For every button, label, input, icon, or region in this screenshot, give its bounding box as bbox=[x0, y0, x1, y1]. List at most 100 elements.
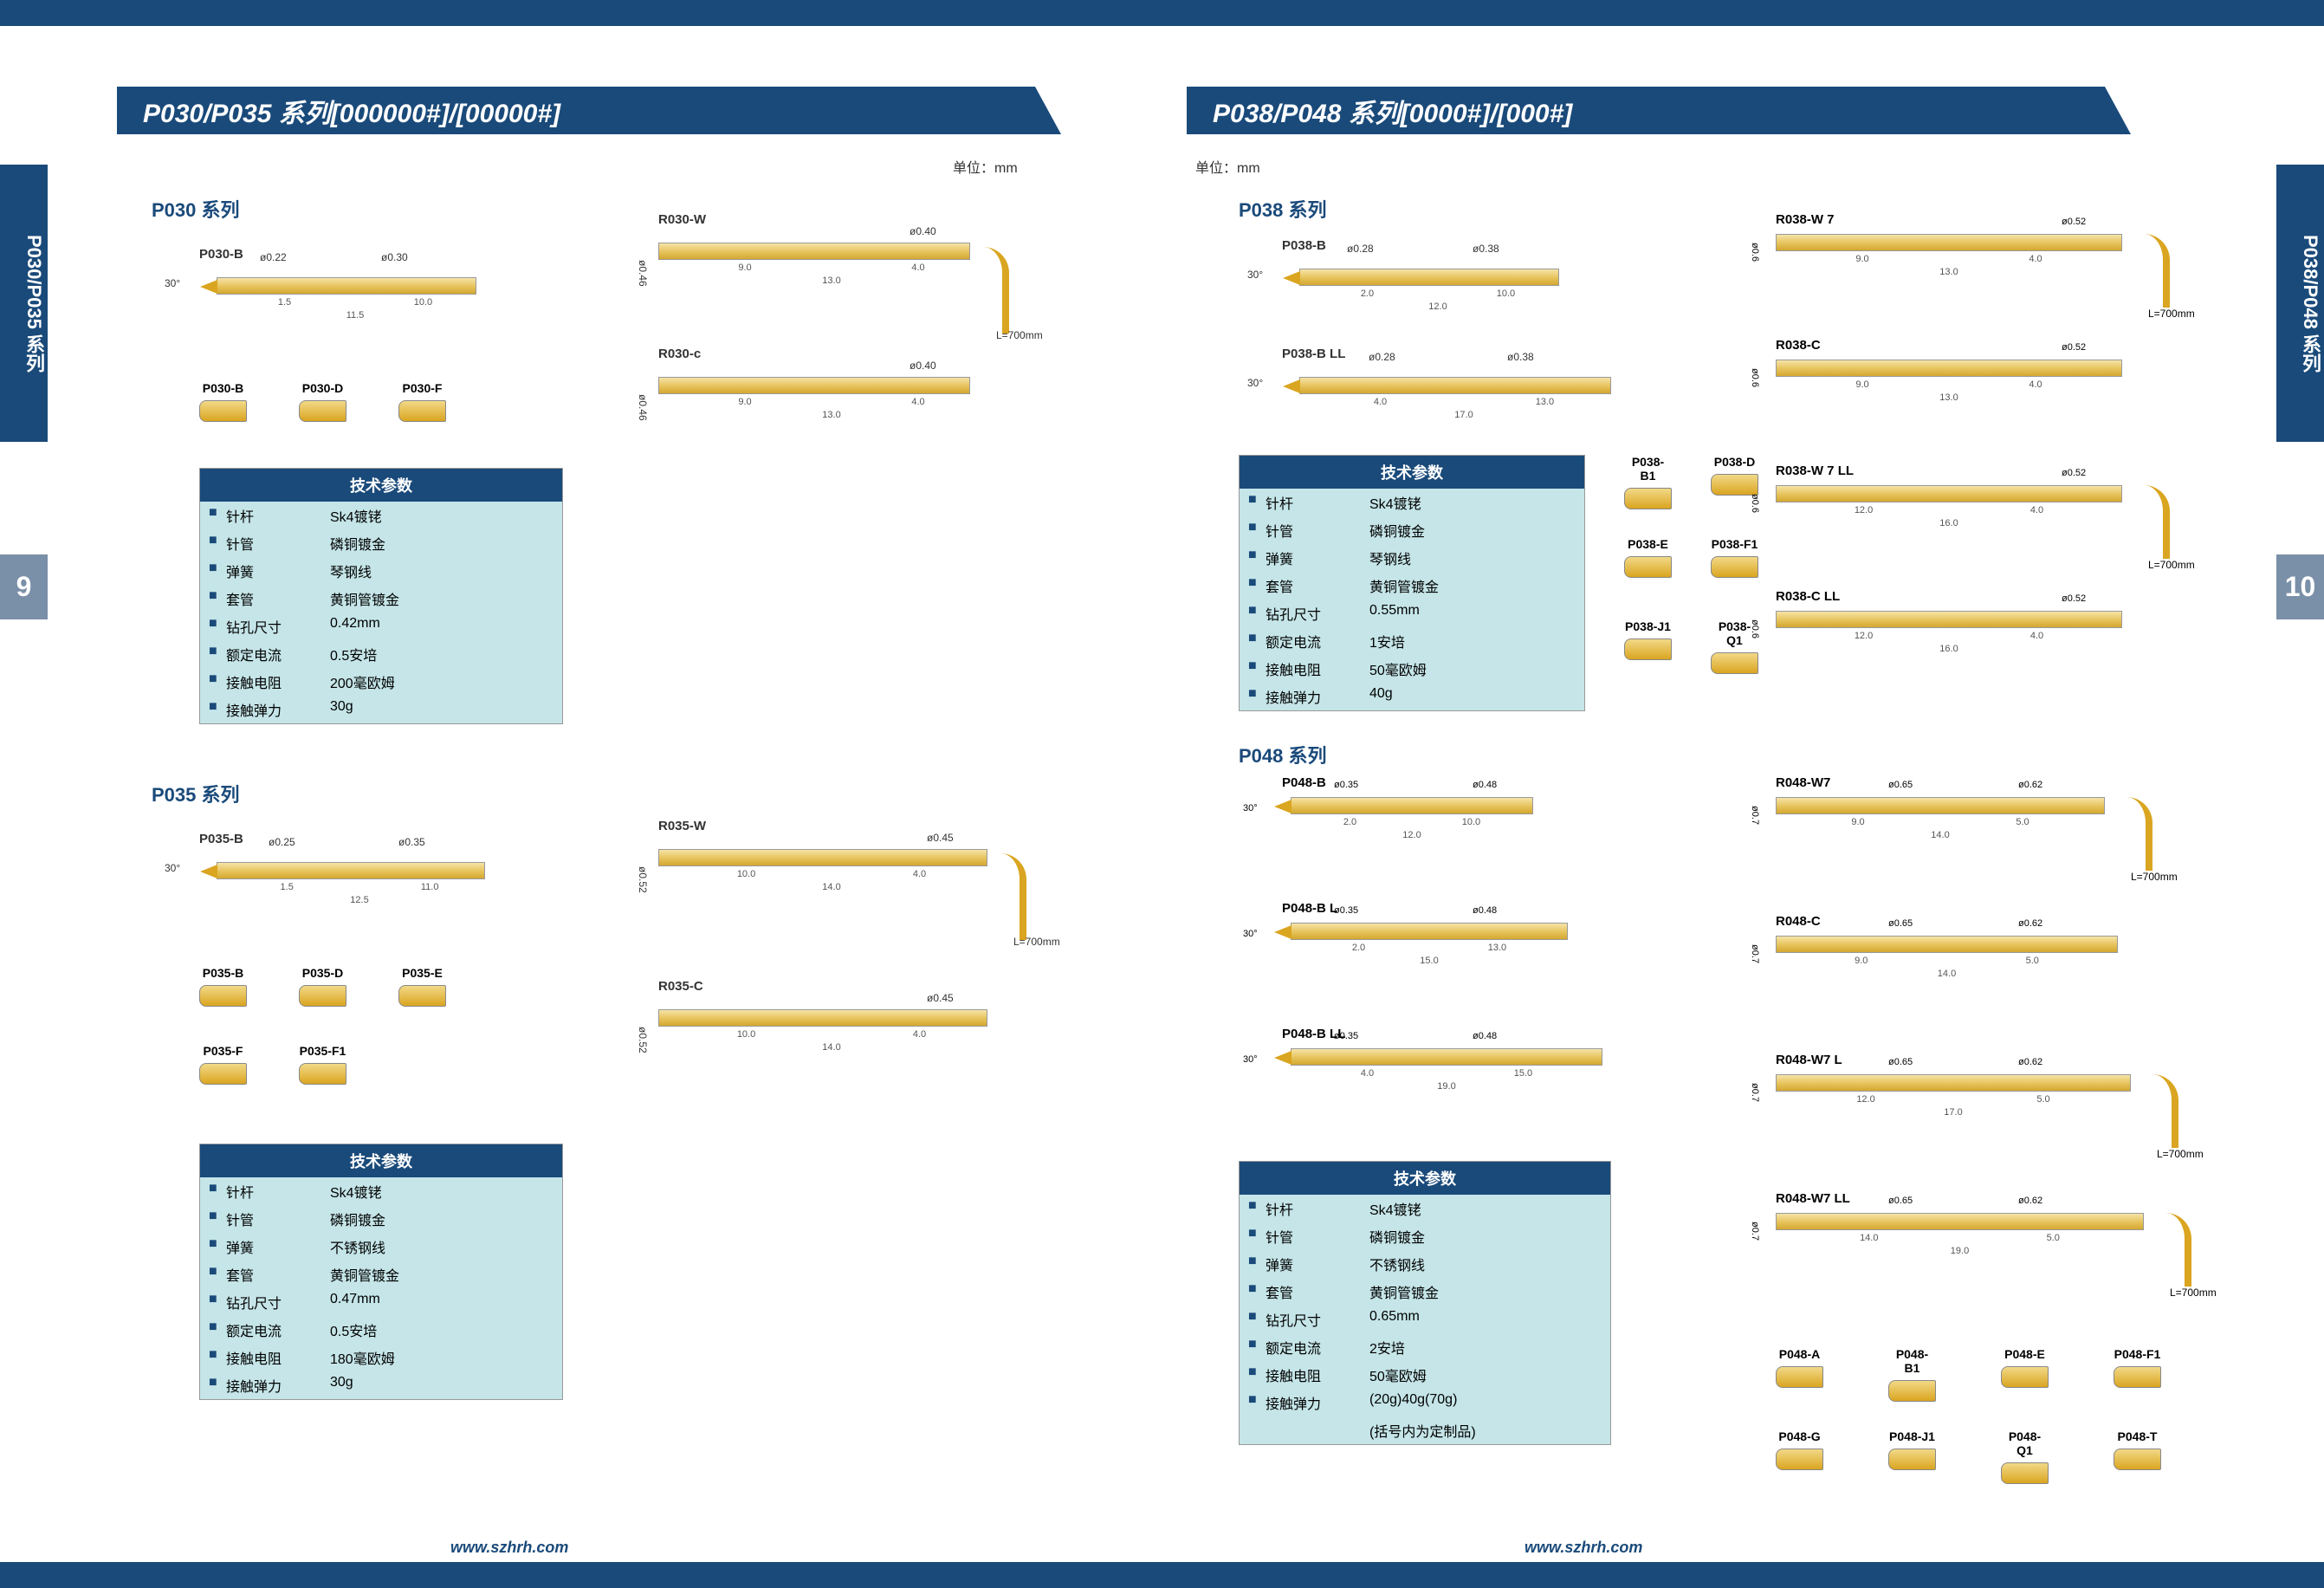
spec-label: 接触弹力 bbox=[226, 699, 330, 720]
p035-title: P035 系列 bbox=[152, 780, 240, 807]
spec-label: 额定电流 bbox=[226, 644, 330, 664]
spec-row: ■套管黄铜管镀金 bbox=[1240, 572, 1584, 600]
dim-d: ø0.52 bbox=[2062, 593, 2086, 604]
tip-icon bbox=[199, 400, 247, 422]
spec-label: 针杆 bbox=[1266, 1198, 1369, 1219]
r035c-d: ø0.45 bbox=[927, 992, 954, 1004]
dim-dv: ø0.6 bbox=[1750, 494, 1760, 513]
dim-l2: 5.0 bbox=[2036, 1094, 2049, 1105]
tip-variant: P030-D bbox=[299, 381, 346, 422]
dim-l2: 4.0 bbox=[2029, 379, 2042, 390]
tip-icon bbox=[1888, 1380, 1936, 1402]
bullet-icon: ■ bbox=[209, 616, 226, 637]
dim-l3: 19.0 bbox=[1951, 1246, 1969, 1256]
dim-d: ø0.52 bbox=[2062, 468, 2086, 478]
spec-label: 接触电阻 bbox=[226, 671, 330, 692]
spec-label: 套管 bbox=[226, 588, 330, 609]
tip-label: P048-E bbox=[2001, 1347, 2049, 1361]
spec-header: 技术参数 bbox=[1240, 456, 1584, 489]
receptacle-label: R038-C LL bbox=[1776, 589, 2191, 604]
spec-value: 磷铜镀金 bbox=[1369, 1226, 1602, 1247]
wire-length: L=700mm bbox=[2148, 559, 2195, 571]
tip-icon bbox=[199, 985, 247, 1007]
bullet-icon: ■ bbox=[209, 505, 226, 526]
p038b-label: P038-B bbox=[1282, 238, 1326, 253]
page-number-left: 9 bbox=[0, 554, 48, 619]
bullet-icon: ■ bbox=[1248, 1226, 1266, 1247]
tip-icon bbox=[299, 1063, 346, 1085]
dim-l1: 2.0 bbox=[1343, 817, 1356, 827]
p038-spec-table: 技术参数 ■针杆Sk4镀铑■针管磷铜镀金■弹簧琴钢线■套管黄铜管镀金■钻孔尺寸0… bbox=[1239, 455, 1585, 711]
tip-icon bbox=[1624, 488, 1672, 509]
tip-icon bbox=[398, 400, 446, 422]
dim-dv: ø0.6 bbox=[1750, 243, 1760, 262]
spec-row: ■针管磷铜镀金 bbox=[1240, 516, 1584, 544]
dim-dv: ø0.7 bbox=[1750, 944, 1760, 963]
tip-icon bbox=[1711, 652, 1758, 674]
tip-icon bbox=[2001, 1462, 2049, 1484]
r030w-wirelen: L=700mm bbox=[996, 329, 1043, 341]
tip-icon bbox=[2114, 1449, 2161, 1470]
tip-variant: P048-E bbox=[2001, 1347, 2049, 1388]
spec-row: ■针杆Sk4镀铑 bbox=[1240, 1195, 1610, 1222]
tip-label: P038-B1 bbox=[1624, 455, 1672, 483]
spec-row: ■接触弹力40g bbox=[1240, 683, 1584, 710]
tip-variant: P038-D bbox=[1711, 455, 1758, 496]
bullet-icon: ■ bbox=[1248, 1392, 1266, 1413]
wire-icon bbox=[2122, 797, 2152, 871]
tip-label: P048-B1 bbox=[1888, 1347, 1936, 1375]
page-number-right: 10 bbox=[2276, 554, 2324, 619]
p038b-d2: ø0.38 bbox=[1473, 243, 1499, 255]
spec-label: 接触弹力 bbox=[226, 1375, 330, 1396]
tip-label: P035-E bbox=[398, 966, 446, 980]
bullet-icon: ■ bbox=[1248, 658, 1266, 679]
r030c-d: ø0.40 bbox=[910, 360, 936, 372]
bullet-icon: ■ bbox=[1248, 1364, 1266, 1385]
tip-variant: P048-B1 bbox=[1888, 1347, 1936, 1402]
tip-label: P038-D bbox=[1711, 455, 1758, 469]
tip-label: P030-B bbox=[199, 381, 247, 395]
bullet-icon: ■ bbox=[1248, 631, 1266, 651]
tip-icon bbox=[1776, 1366, 1823, 1388]
spec-row: ■钻孔尺寸0.55mm bbox=[1240, 600, 1584, 627]
tip-variant: P038-E bbox=[1624, 537, 1672, 578]
p035-main-label: P035-B bbox=[199, 832, 243, 846]
tip-variant: P038-J1 bbox=[1624, 619, 1672, 660]
tip-icon bbox=[2001, 1366, 2049, 1388]
spec-row: ■接触弹力30g bbox=[200, 1371, 562, 1399]
spec-value: 30g bbox=[330, 699, 553, 720]
spec-value: 黄铜管镀金 bbox=[330, 1264, 553, 1285]
r030w-drawing: 9.04.0 13.0 bbox=[658, 243, 1005, 286]
receptacle-label: R038-C bbox=[1776, 338, 2191, 353]
wire-length: L=700mm bbox=[2148, 308, 2195, 320]
dim-l1: 12.0 bbox=[1855, 631, 1873, 641]
dim-l3: 14.0 bbox=[1931, 830, 1949, 840]
dim-d1: ø0.65 bbox=[1888, 1196, 1913, 1206]
p030-d2: ø0.30 bbox=[381, 251, 408, 263]
spec-value: 0.5安培 bbox=[330, 644, 553, 664]
dim-d1: ø0.35 bbox=[1334, 1031, 1358, 1041]
tip-variant: P038-F1 bbox=[1711, 537, 1758, 578]
tip-label: P038-J1 bbox=[1624, 619, 1672, 633]
spec-value: 黄铜管镀金 bbox=[1369, 575, 1576, 596]
receptacle-label: R038-W 7 LL bbox=[1776, 463, 2191, 478]
receptacle-drawing: R048-C ø0.7 ø0.65 ø0.62 9.05.0 14.0 bbox=[1776, 914, 2191, 979]
dim-l1: 9.0 bbox=[1851, 817, 1864, 827]
tip-icon bbox=[1711, 556, 1758, 578]
dim-dv: ø0.6 bbox=[1750, 368, 1760, 387]
bullet-icon: ■ bbox=[209, 1319, 226, 1340]
tip-icon bbox=[299, 400, 346, 422]
bullet-icon: ■ bbox=[1248, 492, 1266, 513]
bullet-icon: ■ bbox=[209, 1264, 226, 1285]
dim-l3: 19.0 bbox=[1437, 1081, 1455, 1092]
spec-label: 针杆 bbox=[226, 1181, 330, 1202]
p038bll-d2: ø0.38 bbox=[1507, 351, 1534, 363]
spec-header: 技术参数 bbox=[200, 1144, 562, 1177]
spec-label: 套管 bbox=[1266, 575, 1369, 596]
dim-d: ø0.52 bbox=[2062, 342, 2086, 353]
p038bll-drawing: 4.013.0 17.0 bbox=[1299, 377, 1628, 420]
wire-length: L=700mm bbox=[2157, 1148, 2204, 1160]
spec-label: 额定电流 bbox=[1266, 1337, 1369, 1358]
spec-value: 180毫欧姆 bbox=[330, 1347, 553, 1368]
spec-value: 不锈钢线 bbox=[330, 1236, 553, 1257]
